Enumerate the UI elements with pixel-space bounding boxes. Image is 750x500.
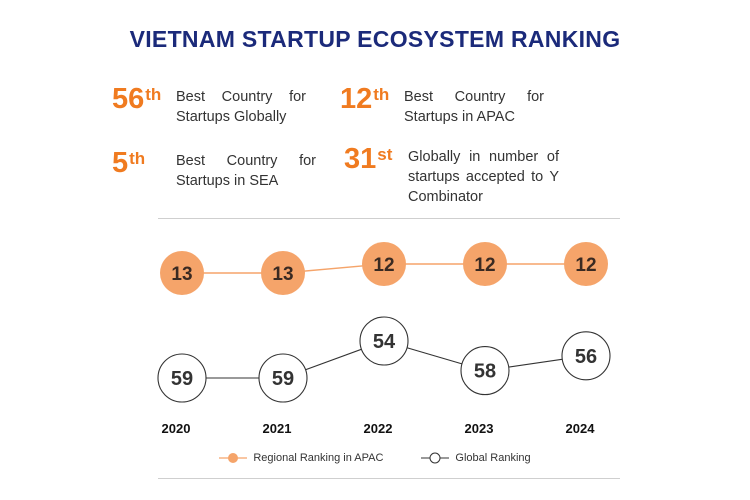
regional-point [564,242,608,286]
x-tick-label: 2020 [162,421,191,436]
stat-number: 56 [112,83,145,115]
global-value-label: 58 [474,361,496,383]
global-value-label: 54 [373,331,396,353]
stat-description: Best Country for Startups in SEA [176,153,316,189]
global-point [359,316,409,366]
legend-swatch-regional [219,453,248,463]
global-point [157,353,207,403]
top-divider [158,218,620,219]
global-point [258,353,308,403]
stat-number: 31 [344,143,377,175]
legend-item-global: Global Ranking [421,452,531,464]
stat-number: 5 [112,147,129,179]
stat-description: Best Country for Startups Globally [176,89,306,125]
regional-value-label: 12 [474,255,495,276]
x-tick-label: 2023 [465,421,494,436]
x-tick-label: 2021 [263,421,292,436]
regional-point [362,242,406,286]
legend-label-global: Global Ranking [455,452,531,464]
regional-value-label: 12 [575,255,596,276]
regional-value-label: 13 [272,264,293,285]
regional-point [261,251,305,295]
stat-ycombinator: 31st Globally in number of startups acce… [344,144,559,207]
stat-description: Globally in number of startups accepted … [408,149,559,205]
global-value-label: 56 [575,346,597,368]
stat-sea: 5th Best Country for Startups in SEA [112,148,316,191]
stat-number: 12 [340,83,373,115]
stat-suffix: th [129,149,146,168]
bottom-divider [158,478,620,479]
legend: Regional Ranking in APAC Global Ranking [0,452,750,464]
global-value-label: 59 [171,368,193,390]
regional-point [160,251,204,295]
regional-point [463,242,507,286]
legend-swatch-global [421,452,450,464]
global-value-label: 59 [272,368,294,390]
regional-value-label: 13 [171,264,192,285]
page-title: VIETNAM STARTUP ECOSYSTEM RANKING [129,26,621,52]
stat-description: Best Country for Startups in APAC [404,89,544,125]
stat-suffix: th [145,85,162,104]
regional-value-label: 12 [373,255,394,276]
x-tick-label: 2022 [364,421,393,436]
stat-apac: 12th Best Country for Startups in APAC [340,84,544,127]
global-point [561,331,611,381]
stat-suffix: th [373,85,390,104]
global-point [460,346,510,396]
stat-global: 56th Best Country for Startups Globally [112,84,306,127]
legend-label-regional: Regional Ranking in APAC [253,452,384,464]
stat-suffix: st [377,145,393,164]
legend-item-regional: Regional Ranking in APAC [219,452,383,464]
x-tick-label: 2024 [566,421,596,436]
